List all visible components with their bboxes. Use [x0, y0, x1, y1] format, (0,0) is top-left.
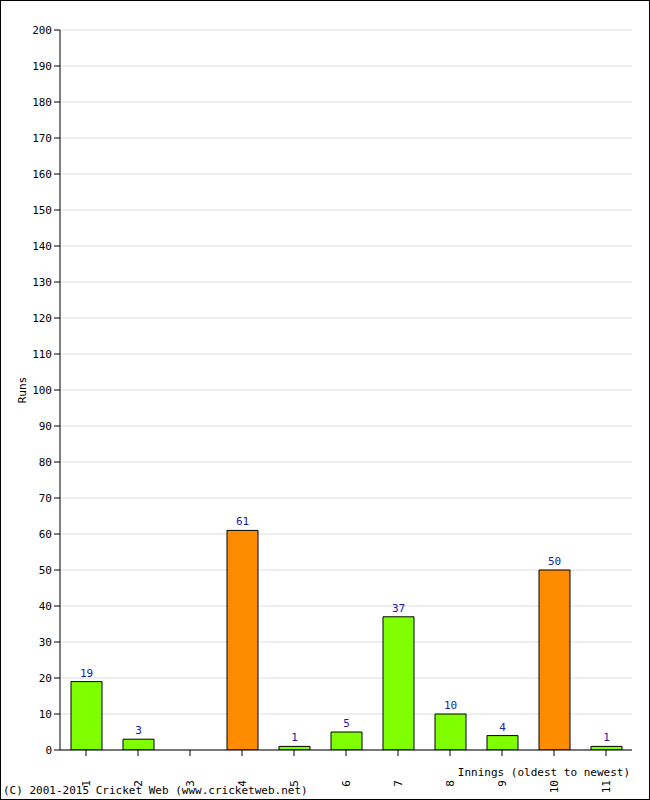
svg-text:30: 30 [39, 636, 52, 649]
svg-text:50: 50 [39, 564, 52, 577]
svg-text:40: 40 [39, 600, 52, 613]
svg-text:37: 37 [392, 602, 405, 615]
svg-text:70: 70 [39, 492, 52, 505]
svg-text:10: 10 [548, 780, 561, 793]
svg-text:1: 1 [291, 731, 298, 744]
svg-text:150: 150 [32, 204, 52, 217]
svg-text:4: 4 [499, 721, 506, 734]
svg-text:60: 60 [39, 528, 52, 541]
svg-text:Runs: Runs [16, 377, 29, 404]
svg-text:61: 61 [236, 515, 249, 528]
svg-text:5: 5 [343, 717, 350, 730]
svg-text:180: 180 [32, 96, 52, 109]
svg-text:11: 11 [600, 780, 613, 793]
svg-text:8: 8 [444, 780, 457, 787]
svg-text:3: 3 [135, 724, 142, 737]
svg-text:7: 7 [392, 780, 405, 787]
svg-text:100: 100 [32, 384, 52, 397]
svg-text:190: 190 [32, 60, 52, 73]
svg-text:6: 6 [340, 780, 353, 787]
svg-text:19: 19 [80, 667, 93, 680]
svg-text:130: 130 [32, 276, 52, 289]
svg-text:10: 10 [39, 708, 52, 721]
svg-text:9: 9 [496, 780, 509, 787]
svg-text:160: 160 [32, 168, 52, 181]
svg-text:20: 20 [39, 672, 52, 685]
svg-text:170: 170 [32, 132, 52, 145]
svg-text:1: 1 [603, 731, 610, 744]
svg-text:10: 10 [444, 699, 457, 712]
svg-text:110: 110 [32, 348, 52, 361]
svg-text:0: 0 [45, 744, 52, 757]
svg-text:50: 50 [548, 555, 561, 568]
svg-text:140: 140 [32, 240, 52, 253]
svg-text:120: 120 [32, 312, 52, 325]
svg-text:80: 80 [39, 456, 52, 469]
svg-text:200: 200 [32, 24, 52, 37]
svg-text:90: 90 [39, 420, 52, 433]
